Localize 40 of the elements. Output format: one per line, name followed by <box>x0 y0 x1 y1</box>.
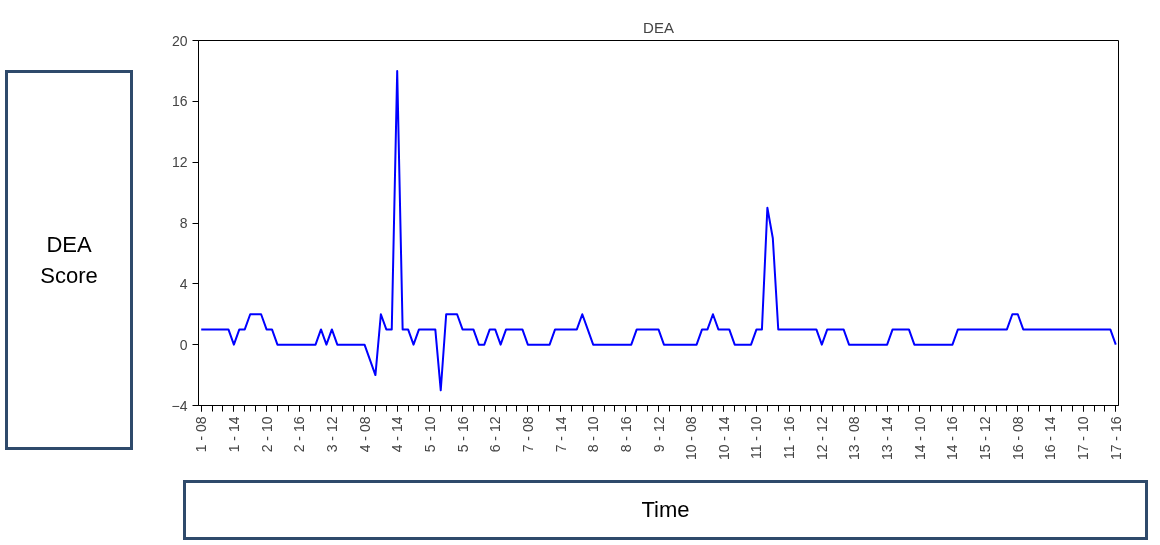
x-tick-label: 10 - 08 <box>683 416 700 461</box>
x-tick-label: 7 - 14 <box>552 416 569 453</box>
x-tick-label: 2 - 16 <box>291 416 308 453</box>
x-tick-label: 11 - 10 <box>748 416 765 460</box>
x-tick-label: 3 - 12 <box>323 416 340 453</box>
x-tick-label: 5 - 10 <box>421 416 438 453</box>
x-tick-label: 4 - 14 <box>389 416 406 453</box>
x-tick-label: 8 - 16 <box>617 416 634 453</box>
x-tick-label: 5 - 16 <box>454 416 471 453</box>
x-tick-label: 2 - 10 <box>258 416 275 453</box>
line-series <box>200 69 1117 392</box>
y-tick-label: 20 <box>171 32 188 49</box>
y-tick-label: 0 <box>179 336 188 353</box>
x-tick-label: 6 - 12 <box>487 416 504 453</box>
x-tick-label: 14 - 10 <box>911 416 928 461</box>
x-tick-label: 9 - 12 <box>650 416 667 453</box>
x-tick-label: 1 - 08 <box>193 416 210 453</box>
y-axis-title: DEA Score <box>39 230 99 290</box>
chart-title: DEA <box>643 18 674 36</box>
x-tick-label: 1 - 14 <box>225 416 242 453</box>
x-tick-label: 10 - 14 <box>715 416 732 461</box>
x-tick-label: 11 - 16 <box>781 416 798 460</box>
x-tick-label: 13 - 14 <box>879 416 896 461</box>
x-tick-label: 8 - 10 <box>585 416 602 453</box>
x-tick-label: 4 - 08 <box>356 416 373 453</box>
x-tick-label: 7 - 08 <box>519 416 536 453</box>
y-tick-label: 16 <box>171 93 188 110</box>
y-tick-label: −4 <box>171 397 188 414</box>
y-tick-label: 12 <box>171 154 188 171</box>
x-tick-label: 13 - 08 <box>846 416 863 461</box>
x-axis-title: Time <box>641 496 690 525</box>
x-tick-label: 17 - 16 <box>1107 416 1124 461</box>
x-tick-label: 17 - 10 <box>1075 416 1092 461</box>
x-tick-label: 14 - 16 <box>944 416 961 461</box>
x-tick-label: 16 - 14 <box>1042 416 1059 461</box>
y-tick-label: 4 <box>179 275 188 292</box>
x-tick-label: 12 - 12 <box>813 416 830 461</box>
x-tick-label: 15 - 12 <box>977 416 994 461</box>
x-tick-label: 16 - 08 <box>1009 416 1026 461</box>
y-tick-label: 8 <box>179 215 188 231</box>
